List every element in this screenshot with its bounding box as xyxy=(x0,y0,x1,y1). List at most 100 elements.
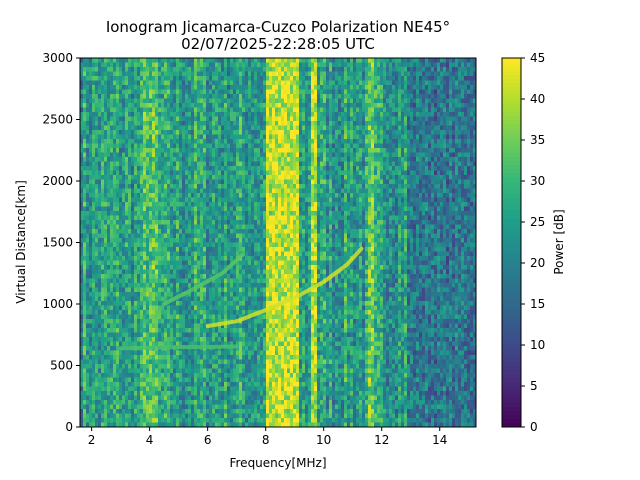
heatmap-cell xyxy=(164,58,168,63)
heatmap-cell xyxy=(176,260,180,266)
heatmap-cell xyxy=(95,391,99,396)
heatmap-cell xyxy=(242,188,246,194)
heatmap-cell xyxy=(143,220,147,225)
heatmap-cell xyxy=(80,368,84,374)
heatmap-cell xyxy=(248,103,252,108)
heatmap-cell xyxy=(125,400,129,405)
heatmap-cell xyxy=(164,80,168,86)
heatmap-cell xyxy=(242,170,246,176)
heatmap-cell xyxy=(173,418,177,423)
heatmap-cell xyxy=(254,139,258,144)
heatmap-cell xyxy=(239,422,243,428)
heatmap-cell xyxy=(86,301,90,306)
heatmap-cell xyxy=(185,130,189,135)
heatmap-cell xyxy=(212,355,216,360)
heatmap-cell xyxy=(191,409,195,414)
heatmap-cell xyxy=(80,373,84,378)
heatmap-cell xyxy=(194,359,198,365)
heatmap-cell xyxy=(128,377,132,383)
heatmap-cell xyxy=(95,350,99,356)
heatmap-cell xyxy=(110,139,114,144)
heatmap-cell xyxy=(185,211,189,216)
heatmap-cell xyxy=(137,206,141,212)
heatmap-cell xyxy=(245,265,249,270)
heatmap-cell xyxy=(179,337,183,342)
heatmap-cell xyxy=(119,332,123,338)
heatmap-cell xyxy=(107,287,111,293)
heatmap-cell xyxy=(101,413,105,419)
heatmap-cell xyxy=(95,76,99,81)
heatmap-cell xyxy=(101,274,105,279)
heatmap-cell xyxy=(200,148,204,153)
heatmap-cell xyxy=(218,278,222,284)
heatmap-cell xyxy=(167,85,171,90)
heatmap-cell xyxy=(137,337,141,342)
heatmap-cell xyxy=(200,247,204,252)
heatmap-cell xyxy=(137,139,141,144)
heatmap-cell xyxy=(167,188,171,194)
heatmap-cell xyxy=(233,139,237,144)
heatmap-cell xyxy=(242,278,246,284)
heatmap-cell xyxy=(107,301,111,306)
heatmap-cell xyxy=(119,85,123,90)
heatmap-cell xyxy=(200,67,204,72)
heatmap-cell xyxy=(128,58,132,63)
heatmap-cell xyxy=(251,130,255,135)
heatmap-cell xyxy=(242,229,246,234)
heatmap-cell xyxy=(221,121,225,126)
heatmap-cell xyxy=(221,328,225,333)
heatmap-cell xyxy=(140,274,144,279)
heatmap-cell xyxy=(179,130,183,135)
heatmap-cell xyxy=(227,274,231,279)
heatmap-cell xyxy=(146,422,150,428)
heatmap-cell xyxy=(143,395,147,401)
heatmap-cell xyxy=(107,224,111,230)
heatmap-cell xyxy=(143,98,147,104)
heatmap-cell xyxy=(161,278,165,284)
heatmap-cell xyxy=(242,67,246,72)
heatmap-cell xyxy=(167,413,171,419)
heatmap-cell xyxy=(194,103,198,108)
heatmap-cell xyxy=(137,188,141,194)
heatmap-cell xyxy=(98,67,102,72)
heatmap-cell xyxy=(188,301,192,306)
heatmap-cell xyxy=(83,130,87,135)
heatmap-cell xyxy=(179,134,183,140)
heatmap-cell xyxy=(101,292,105,297)
heatmap-cell xyxy=(221,116,225,122)
heatmap-cell xyxy=(152,319,156,324)
heatmap-cell xyxy=(194,166,198,171)
heatmap-cell xyxy=(116,179,120,185)
heatmap-cell xyxy=(95,143,99,149)
heatmap-cell xyxy=(200,193,204,198)
heatmap-cell xyxy=(128,395,132,401)
heatmap-cell xyxy=(128,242,132,248)
heatmap-cell xyxy=(251,319,255,324)
heatmap-cell xyxy=(128,278,132,284)
heatmap-cell xyxy=(146,220,150,225)
heatmap-cell xyxy=(245,85,249,90)
heatmap-cell xyxy=(206,256,210,261)
heatmap-cell xyxy=(116,215,120,221)
heatmap-cell xyxy=(149,341,153,347)
heatmap-cell xyxy=(218,184,222,189)
heatmap-cell xyxy=(260,103,264,108)
heatmap-cell xyxy=(119,305,123,311)
heatmap-cell xyxy=(242,139,246,144)
heatmap-cell xyxy=(212,220,216,225)
heatmap-cell xyxy=(104,89,108,95)
heatmap-cell xyxy=(128,184,132,189)
heatmap-cell xyxy=(170,134,174,140)
heatmap-cell xyxy=(212,314,216,320)
heatmap-cell xyxy=(194,112,198,117)
heatmap-cell xyxy=(233,332,237,338)
heatmap-cell xyxy=(161,130,165,135)
heatmap-cell xyxy=(89,373,93,378)
heatmap-cell xyxy=(170,341,174,347)
heatmap-cell xyxy=(161,94,165,99)
heatmap-cell xyxy=(203,238,207,243)
heatmap-cell xyxy=(200,373,204,378)
heatmap-cell xyxy=(119,296,123,302)
heatmap-cell xyxy=(80,179,84,185)
heatmap-cell xyxy=(176,125,180,131)
